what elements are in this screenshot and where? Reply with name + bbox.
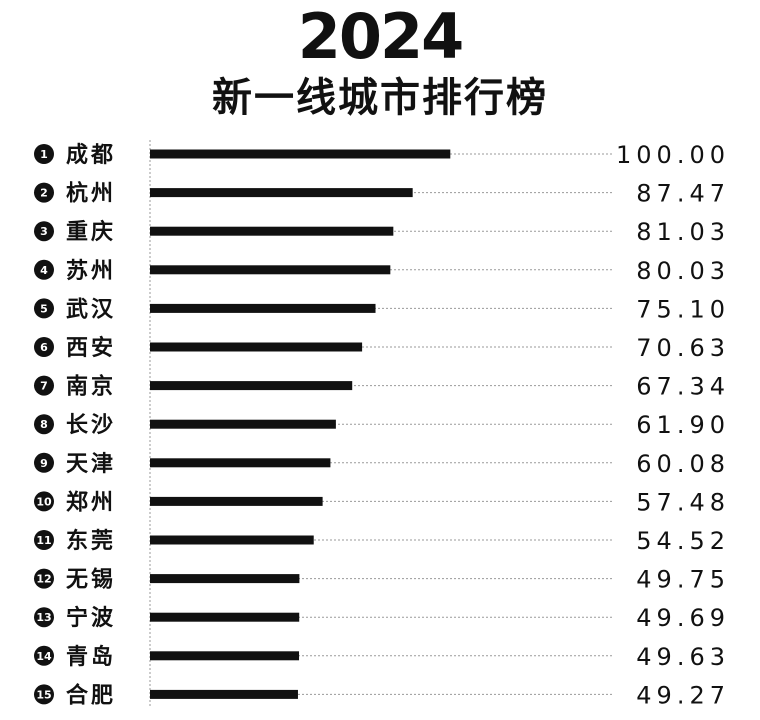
value-label: 54.52	[636, 527, 730, 555]
rank-badge	[34, 645, 54, 666]
rank-number: 8	[40, 418, 48, 431]
chart-title: 2024	[297, 0, 465, 73]
bar	[150, 342, 363, 352]
chart-subtitle: 新一线城市排行榜	[212, 75, 548, 121]
rank-badge	[34, 182, 54, 203]
bar-row: 11 东莞 54.52	[34, 527, 730, 555]
value-label: 49.63	[636, 643, 730, 671]
rank-number: 7	[40, 380, 48, 393]
value-label: 60.08	[636, 450, 730, 478]
category-label: 杭州	[66, 181, 116, 207]
bar	[150, 303, 376, 313]
bar	[150, 651, 300, 661]
bar-row: 13 宁波 49.69	[34, 604, 730, 632]
rank-number: 9	[40, 457, 48, 470]
bar-row: 5 武汉 75.10	[34, 295, 730, 323]
value-label: 100.00	[616, 141, 730, 169]
rank-badge	[34, 568, 54, 589]
bar-row: 7 南京 67.34	[34, 373, 730, 401]
value-label: 80.03	[636, 257, 730, 285]
bar	[150, 574, 300, 584]
rank-number: 12	[36, 573, 51, 586]
category-label: 宁波	[66, 605, 116, 631]
category-label: 合肥	[66, 682, 116, 708]
chart-rows: 1 成都 100.00 2 杭州 87.47 3 重庆 81.03 4 苏州 80.03 5 武汉 75.1…	[34, 141, 730, 709]
rank-number: 2	[40, 187, 48, 200]
rank-number: 3	[40, 225, 48, 238]
category-label: 成都	[66, 143, 116, 168]
rank-badge	[34, 414, 54, 435]
bar	[150, 149, 451, 159]
rank-badge	[34, 452, 54, 473]
bar	[150, 496, 323, 506]
bar	[150, 458, 331, 468]
bar	[150, 535, 314, 545]
bar-row: 6 西安 70.63	[34, 334, 730, 362]
chart-title-block: 2024 新一线城市排行榜	[0, 0, 760, 124]
category-label: 东莞	[66, 528, 116, 554]
rank-badge	[34, 144, 54, 164]
category-label: 青岛	[66, 644, 116, 670]
value-label: 61.90	[636, 411, 730, 439]
rank-number: 5	[40, 302, 48, 315]
rank-badge	[34, 375, 54, 396]
bar	[150, 188, 413, 198]
rank-number: 6	[40, 341, 48, 354]
bar-row: 10 郑州 57.48	[34, 488, 730, 516]
rank-badge	[34, 607, 54, 628]
rank-badge	[34, 259, 54, 280]
bar-row: 15 合肥 49.27	[34, 681, 730, 709]
category-label: 武汉	[66, 297, 116, 322]
rank-badge	[34, 684, 54, 705]
bar	[150, 226, 394, 236]
category-label: 重庆	[66, 219, 116, 245]
rank-number: 11	[36, 534, 51, 547]
rank-badge	[34, 221, 54, 242]
bar	[150, 419, 336, 429]
rank-badge	[34, 298, 54, 319]
bar-row: 2 杭州 87.47	[34, 180, 730, 208]
rank-number: 14	[36, 650, 52, 663]
bar-row: 3 重庆 81.03	[34, 218, 730, 246]
rank-badge	[34, 530, 54, 550]
value-label: 70.63	[636, 334, 730, 362]
rank-number: 10	[36, 495, 52, 508]
value-label: 49.69	[636, 604, 730, 632]
rank-badge	[34, 491, 54, 512]
category-label: 郑州	[66, 490, 116, 515]
rank-number: 4	[40, 264, 48, 277]
bar-row: 1 成都 100.00	[34, 141, 730, 169]
bar-row: 12 无锡 49.75	[34, 566, 730, 594]
bar	[150, 265, 391, 275]
category-label: 天津	[66, 451, 116, 477]
category-label: 苏州	[66, 258, 116, 284]
value-label: 57.48	[636, 488, 730, 516]
value-label: 87.47	[636, 180, 730, 208]
category-label: 西安	[66, 335, 116, 361]
category-label: 南京	[66, 374, 116, 400]
bar	[150, 612, 300, 622]
rank-number: 1	[40, 148, 48, 161]
bar-row: 8 长沙 61.90	[34, 411, 730, 439]
value-label: 49.75	[636, 566, 730, 594]
bar-row: 14 青岛 49.63	[34, 643, 730, 671]
rank-number: 13	[36, 611, 51, 624]
bar	[150, 381, 353, 391]
rank-number: 15	[36, 688, 51, 701]
bar-row: 4 苏州 80.03	[34, 257, 730, 285]
value-label: 49.27	[636, 681, 730, 709]
category-label: 无锡	[66, 568, 116, 593]
bar-row: 9 天津 60.08	[34, 450, 730, 478]
value-label: 81.03	[636, 218, 730, 246]
bar	[150, 689, 298, 699]
rank-badge	[34, 337, 54, 357]
category-label: 长沙	[66, 413, 116, 438]
value-label: 67.34	[636, 373, 730, 401]
value-label: 75.10	[636, 295, 730, 323]
